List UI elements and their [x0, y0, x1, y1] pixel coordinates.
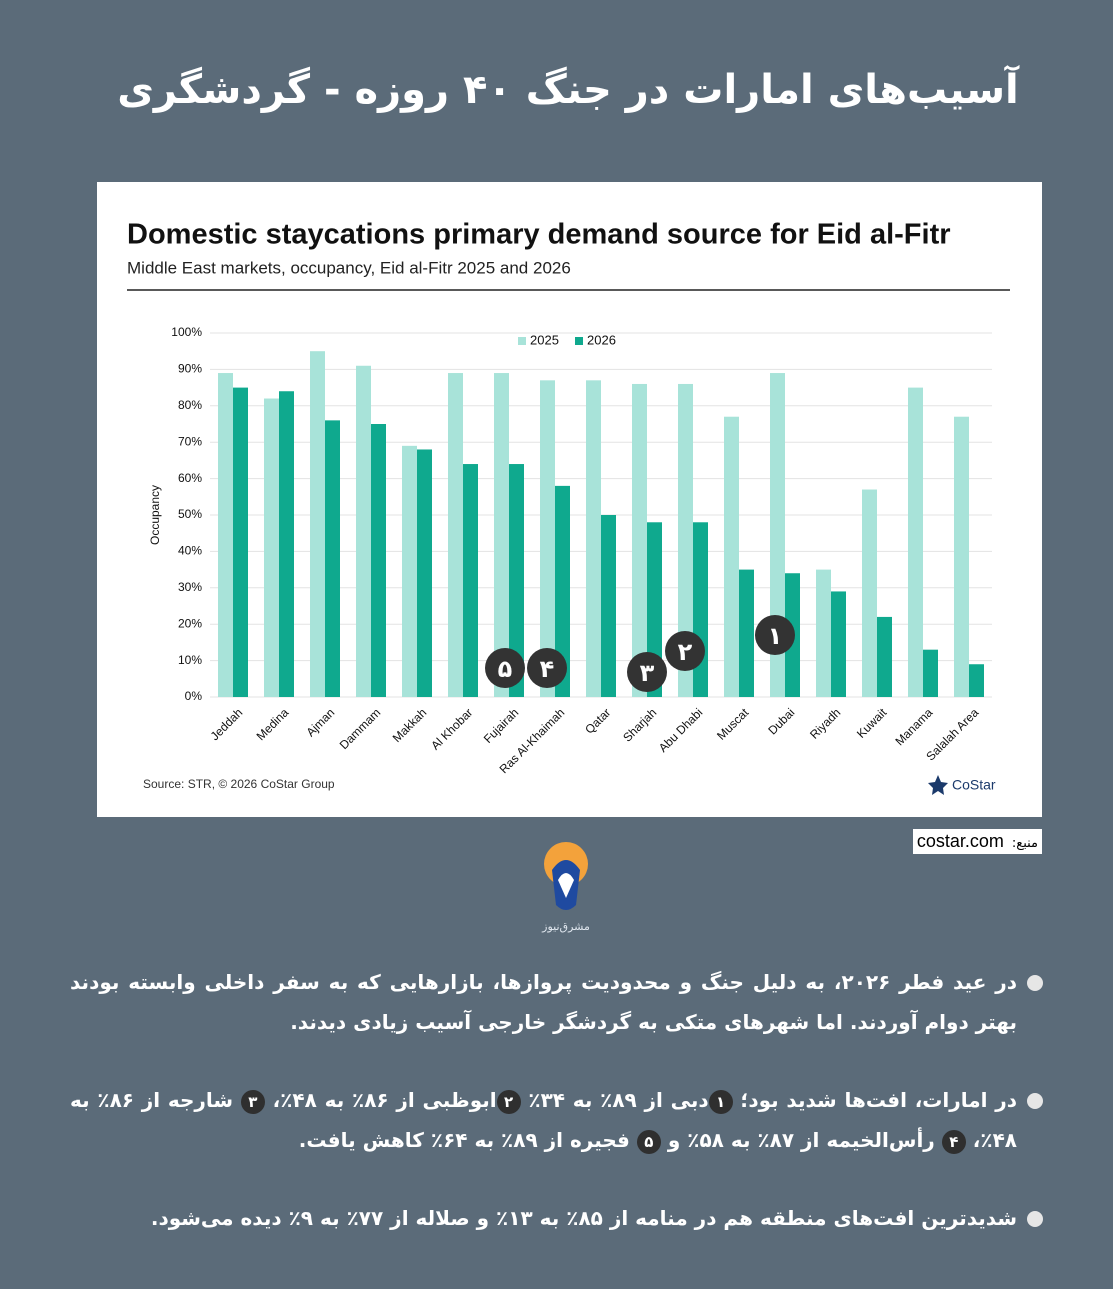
- bullet: در امارات، افت‌ها شدید بود؛ ۱دبی از ۸۹٪ …: [70, 1080, 1045, 1160]
- annotation-badge: [527, 648, 567, 688]
- number-badge: ۳: [240, 1089, 265, 1114]
- annotation-badge: [627, 652, 667, 692]
- bar: [463, 464, 478, 697]
- y-tick-label: 70%: [178, 434, 202, 448]
- bullet-text: در عید فطر ۲۰۲۶، به دلیل جنگ و محدودیت پ…: [70, 970, 1017, 1034]
- y-tick-label: 0%: [185, 689, 203, 703]
- bar: [954, 416, 969, 697]
- bar: [739, 569, 754, 697]
- bullet-text: دبی از ۸۹٪ به ۳۴٪: [520, 1088, 709, 1112]
- source-label: منبع:: [1011, 836, 1038, 851]
- y-tick-label: 20%: [178, 616, 202, 630]
- bar: [678, 383, 693, 697]
- bar: [279, 391, 294, 697]
- number-badge: ۲: [496, 1089, 521, 1114]
- bar: [586, 380, 601, 697]
- annotation-label: ۵: [498, 655, 513, 683]
- bar: [371, 424, 386, 697]
- bar: [555, 485, 570, 697]
- bar: [831, 591, 846, 697]
- source-note: منبع: costar.com: [912, 829, 1042, 854]
- annotation-badge: [755, 615, 795, 655]
- bar: [264, 398, 279, 697]
- y-tick-label: 50%: [178, 507, 202, 521]
- number-badge: ۵: [636, 1129, 661, 1154]
- annotation-badge: [485, 648, 525, 688]
- brand-icon: [928, 775, 948, 795]
- bullet: شدیدترین افت‌های منطقه هم در منامه از ۸۵…: [70, 1198, 1045, 1238]
- bar: [509, 464, 524, 697]
- bar: [310, 351, 325, 697]
- bullet-text: شدیدترین افت‌های منطقه هم در منامه از ۸۵…: [150, 1206, 1017, 1230]
- logo-text: مشرق‌نیوز: [541, 920, 590, 933]
- bar: [693, 522, 708, 697]
- bullet-text: در امارات، افت‌ها شدید بود؛: [732, 1088, 1018, 1112]
- bullet-text: شارجه از ۸۶٪ به ۴۸٪،: [70, 1088, 1017, 1152]
- logo-cut: [558, 873, 574, 898]
- bar: [325, 420, 340, 697]
- bar: [356, 365, 371, 697]
- bar: [877, 616, 892, 697]
- bullet-text: رأس‌الخیمه از ۸۷٪ به ۵۸٪ و: [660, 1128, 942, 1152]
- bar: [402, 445, 417, 697]
- bullet: در عید فطر ۲۰۲۶، به دلیل جنگ و محدودیت پ…: [70, 962, 1045, 1042]
- y-tick-label: 30%: [178, 580, 202, 594]
- y-axis-label: Occupancy: [148, 485, 162, 545]
- number-badge: ۱: [708, 1089, 733, 1114]
- y-tick-label: 100%: [171, 325, 202, 339]
- bar: [816, 569, 831, 697]
- bar: [218, 373, 233, 697]
- bar: [494, 373, 509, 697]
- number-badge: ۴: [941, 1129, 966, 1154]
- bar: [862, 489, 877, 697]
- bar: [908, 387, 923, 697]
- legend-label: 2026: [587, 332, 616, 347]
- bar: [417, 449, 432, 697]
- source-site: costar.com: [916, 831, 1004, 851]
- page-title: آسیب‌های امارات در جنگ ۴۰ روزه - گردشگری: [117, 64, 1020, 113]
- bullet-text: فجیره از ۸۹٪ به ۶۴٪ کاهش یافت.: [298, 1128, 637, 1152]
- bar: [601, 515, 616, 697]
- brand-text: CoStar: [952, 777, 996, 793]
- chart-source: Source: STR, © 2026 CoStar Group: [143, 777, 335, 791]
- annotation-label: ۳: [640, 659, 655, 687]
- legend-label: 2025: [530, 332, 559, 347]
- bar: [632, 383, 647, 697]
- bullet-text: ابوظبی از ۸۶٪ به ۴۸٪،: [264, 1088, 497, 1112]
- bar: [448, 373, 463, 697]
- chart-title: Domestic staycations primary demand sour…: [127, 219, 951, 251]
- bar: [724, 416, 739, 697]
- y-tick-label: 90%: [178, 362, 202, 376]
- annotation-badge: [665, 631, 705, 671]
- bar: [923, 649, 938, 697]
- y-tick-label: 60%: [178, 471, 202, 485]
- annotation-label: ۲: [678, 638, 693, 666]
- bar: [540, 380, 555, 697]
- legend-swatch: [518, 337, 526, 345]
- y-tick-label: 40%: [178, 544, 202, 558]
- annotation-label: ۱: [768, 622, 783, 650]
- brand-logo: CoStar: [928, 775, 996, 795]
- y-tick-label: 10%: [178, 653, 202, 667]
- bar: [969, 664, 984, 697]
- news-logo: مشرق‌نیوز: [541, 842, 590, 933]
- legend-swatch: [575, 337, 583, 345]
- y-tick-label: 80%: [178, 398, 202, 412]
- bar: [233, 387, 248, 697]
- bullet-list: در عید فطر ۲۰۲۶، به دلیل جنگ و محدودیت پ…: [70, 962, 1045, 1276]
- chart-subtitle: Middle East markets, occupancy, Eid al-F…: [127, 258, 571, 277]
- annotation-label: ۴: [540, 655, 555, 683]
